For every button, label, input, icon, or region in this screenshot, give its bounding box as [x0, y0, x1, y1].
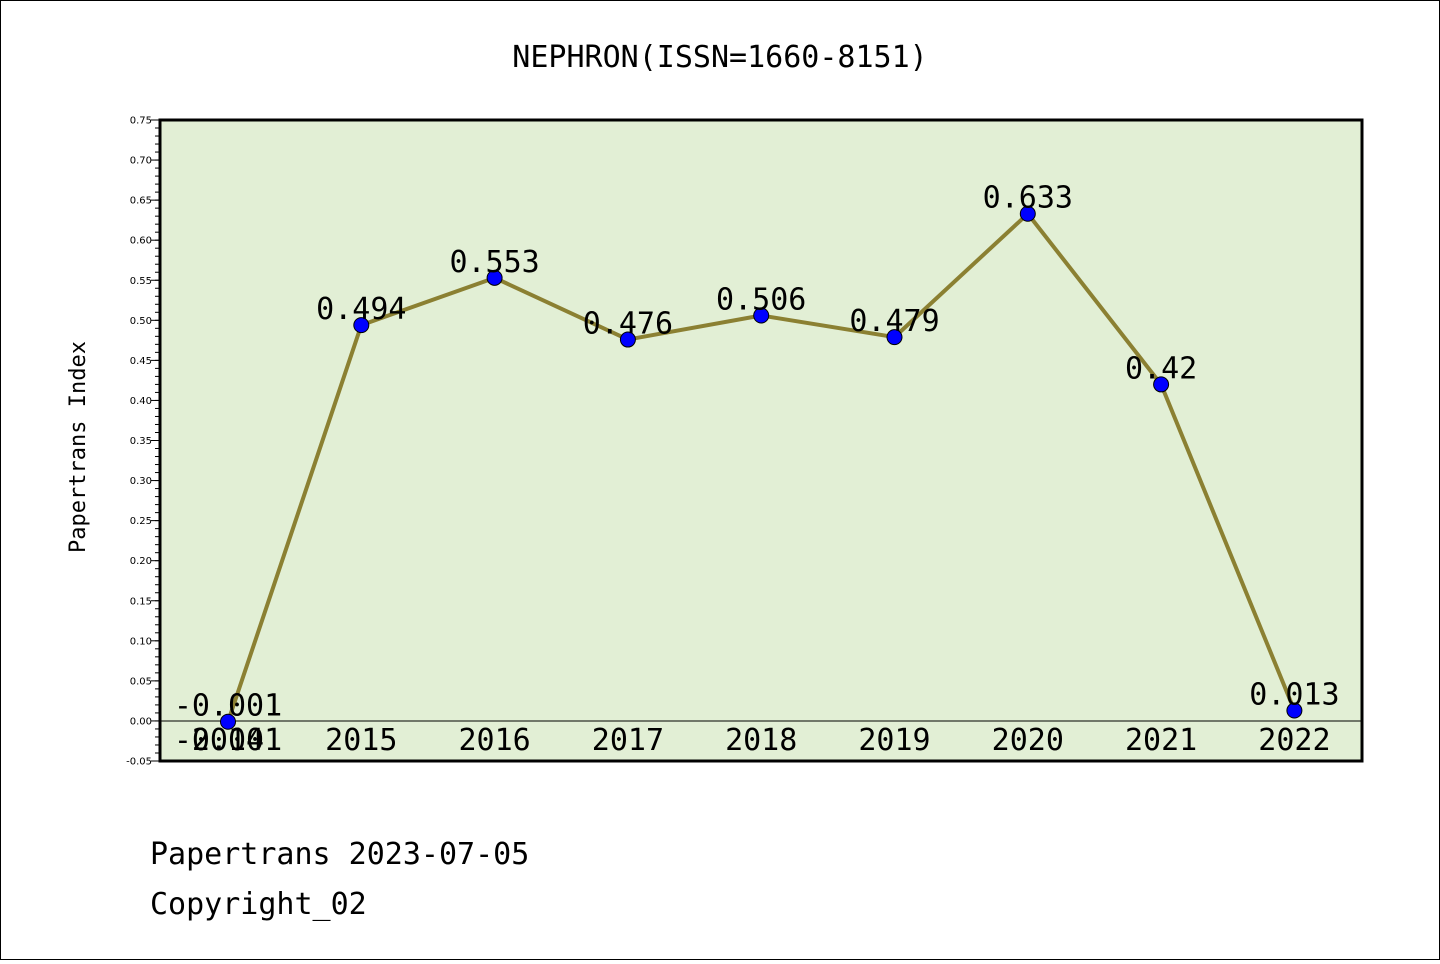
- plot-area: [158, 118, 1364, 763]
- data-label: 0.506: [716, 283, 806, 318]
- y-tick-label: 0.25: [130, 516, 152, 527]
- data-point: [619, 331, 636, 348]
- y-tick-label: 0.70: [130, 156, 152, 167]
- y-tick-label: 0.10: [130, 636, 152, 647]
- y-tick-label: 0.50: [130, 316, 152, 327]
- y-tick-label: 0.20: [130, 556, 152, 567]
- data-label: 0.476: [583, 307, 673, 342]
- data-point: [1286, 702, 1303, 719]
- footer-date: Papertrans 2023-07-05: [150, 837, 529, 872]
- data-label: 0.553: [449, 245, 539, 280]
- data-label: 0.479: [849, 304, 939, 339]
- x-tick-label: 2022: [1258, 723, 1330, 758]
- data-label: 0.013: [1249, 678, 1339, 713]
- x-axis-labels: -0.001 2015 2016 2017 2018 2019 2020 2021 202220…: [174, 723, 1331, 758]
- x-tick-label: 2020: [992, 723, 1064, 758]
- y-tick-label: 0.55: [130, 276, 152, 287]
- data-point: [353, 317, 370, 334]
- y-tick-label: 0.15: [130, 596, 152, 607]
- data-labels: -0.001 0.494 0.553 0.476 0.506 0.479 0.633 0.42…: [174, 181, 1340, 724]
- y-tick-label: 0.75: [130, 116, 152, 127]
- data-point: [486, 269, 503, 286]
- data-point: [886, 329, 903, 346]
- data-label: 0.494: [316, 292, 406, 327]
- y-tick-label: -0.05: [126, 757, 152, 768]
- y-tick-label: 0.35: [130, 436, 152, 447]
- data-label: 0.42: [1125, 351, 1197, 386]
- x-tick-label: 2018: [725, 723, 797, 758]
- footer-copyright: Copyright_02: [150, 887, 367, 922]
- y-tick-label: 0.00: [130, 716, 152, 727]
- x-tick-label: 2021: [1125, 723, 1197, 758]
- y-tick-label: 0.45: [130, 356, 152, 367]
- x-tick-label: 2019: [858, 723, 930, 758]
- y-axis-label: Papertrans Index: [66, 341, 91, 553]
- y-tick-label: 0.05: [130, 676, 152, 687]
- data-point: [220, 713, 236, 730]
- chart-title: NEPHRON(ISSN=1660-8151): [512, 40, 927, 75]
- data-label: -0.001: [174, 689, 282, 724]
- data-points: [220, 205, 1303, 730]
- x-tick-label: 2015: [325, 723, 397, 758]
- y-tick-label: 0.65: [130, 196, 152, 207]
- data-label: 0.633: [983, 181, 1073, 216]
- y-tick-label: 0.40: [130, 396, 152, 407]
- x-tick-label: 2016: [458, 723, 530, 758]
- y-tick-label: 0.30: [130, 476, 152, 487]
- data-point: [1153, 376, 1170, 393]
- data-point: [1019, 205, 1036, 222]
- y-axis: -0.05 0.00 0.05 0.10 0.15 0.20 0.25 0.30 0.35 0.4…: [126, 116, 160, 768]
- data-point: [753, 307, 770, 324]
- x-tick-label: 2017: [592, 723, 664, 758]
- y-tick-label: 0.60: [130, 236, 152, 247]
